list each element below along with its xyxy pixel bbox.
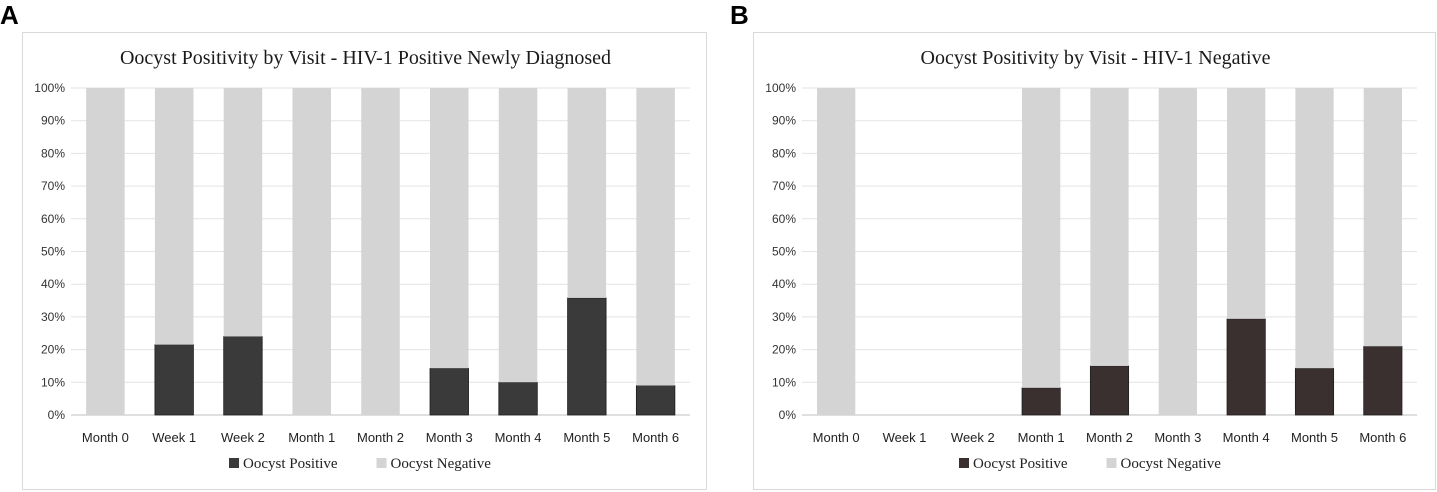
- y-tick-label: 0%: [48, 408, 66, 422]
- x-tick-label: Month 4: [495, 430, 542, 445]
- x-tick-label: Month 6: [1359, 430, 1406, 445]
- y-tick-label: 30%: [772, 310, 796, 324]
- bar-oocyst-positive: [223, 336, 263, 416]
- x-tick-label: Month 0: [813, 430, 860, 445]
- y-tick-label: 20%: [41, 343, 65, 357]
- bar-oocyst-negative: [361, 88, 400, 415]
- bar-oocyst-positive: [1021, 387, 1061, 416]
- y-tick-label: 0%: [779, 408, 797, 422]
- bar-oocyst-negative: [1295, 88, 1334, 369]
- bar-oocyst-negative: [1227, 88, 1266, 319]
- chart-a: Oocyst Positivity by Visit - HIV-1 Posit…: [34, 47, 690, 472]
- y-tick-label: 80%: [772, 146, 796, 160]
- x-tick-label: Month 1: [288, 430, 335, 445]
- x-tick-label: Month 2: [357, 430, 404, 445]
- chart-b: Oocyst Positivity by Visit - HIV-1 Negat…: [765, 47, 1417, 472]
- bar-oocyst-negative: [1090, 88, 1129, 366]
- y-tick-label: 60%: [41, 212, 65, 226]
- legend-label: Oocyst Negative: [1121, 456, 1222, 472]
- y-tick-label: 40%: [41, 277, 65, 291]
- y-tick-label: 10%: [41, 375, 65, 389]
- legend-swatch-positive: [229, 458, 239, 468]
- y-tick-label: 70%: [41, 179, 65, 193]
- x-tick-label: Month 3: [1154, 430, 1201, 445]
- x-tick-label: Month 5: [1291, 430, 1338, 445]
- legend-label: Oocyst Positive: [243, 456, 338, 472]
- bar-oocyst-negative: [154, 88, 194, 345]
- bar-oocyst-negative: [498, 88, 538, 383]
- bar-oocyst-positive: [1226, 318, 1266, 416]
- bar-oocyst-positive: [1363, 345, 1403, 416]
- bar-oocyst-positive: [1294, 367, 1335, 416]
- y-tick-label: 90%: [772, 114, 796, 128]
- bar-oocyst-negative: [223, 88, 263, 337]
- y-tick-label: 70%: [772, 179, 796, 193]
- y-tick-label: 100%: [34, 81, 65, 95]
- bar-oocyst-negative: [292, 88, 331, 415]
- legend-label: Oocyst Positive: [973, 456, 1068, 472]
- x-tick-label: Month 0: [82, 430, 129, 445]
- x-tick-label: Month 4: [1223, 430, 1270, 445]
- y-tick-label: 30%: [41, 310, 65, 324]
- x-tick-label: Month 1: [1018, 430, 1065, 445]
- y-tick-label: 50%: [41, 245, 65, 259]
- chart-panel-b: Oocyst Positivity by Visit - HIV-1 Negat…: [753, 32, 1436, 490]
- panel-label-b: B: [730, 0, 749, 30]
- bar-oocyst-positive: [154, 344, 194, 416]
- x-tick-label: Week 2: [221, 430, 265, 445]
- bar-oocyst-negative: [1022, 88, 1061, 388]
- x-tick-label: Month 3: [426, 430, 473, 445]
- bar-oocyst-positive: [1089, 365, 1130, 416]
- chart-panel-a: Oocyst Positivity by Visit - HIV-1 Posit…: [22, 32, 707, 490]
- y-tick-label: 80%: [41, 146, 65, 160]
- legend-label: Oocyst Negative: [391, 456, 492, 472]
- x-tick-label: Month 2: [1086, 430, 1133, 445]
- bar-oocyst-negative: [817, 88, 856, 415]
- bar-oocyst-negative: [86, 88, 125, 415]
- bar-oocyst-negative: [636, 88, 675, 386]
- legend-swatch-negative: [376, 458, 387, 468]
- y-tick-label: 50%: [772, 245, 796, 259]
- x-tick-label: Month 5: [563, 430, 610, 445]
- y-tick-label: 90%: [41, 114, 65, 128]
- x-tick-label: Week 1: [883, 430, 927, 445]
- bar-oocyst-positive: [635, 385, 676, 416]
- bar-oocyst-positive: [567, 297, 607, 416]
- x-tick-label: Month 6: [632, 430, 679, 445]
- chart-title: Oocyst Positivity by Visit - HIV-1 Negat…: [921, 47, 1271, 69]
- bar-oocyst-positive: [429, 367, 469, 416]
- y-tick-label: 100%: [765, 81, 796, 95]
- y-tick-label: 40%: [772, 277, 796, 291]
- y-tick-label: 60%: [772, 212, 796, 226]
- panel-label-a: A: [0, 0, 19, 30]
- bar-oocyst-negative: [430, 88, 469, 369]
- y-tick-label: 10%: [772, 375, 796, 389]
- bar-oocyst-negative: [1363, 88, 1402, 347]
- y-tick-label: 20%: [772, 343, 796, 357]
- bar-oocyst-negative: [1158, 88, 1197, 415]
- bar-oocyst-negative: [567, 88, 607, 298]
- chart-title: Oocyst Positivity by Visit - HIV-1 Posit…: [120, 47, 611, 69]
- legend-swatch-negative: [1106, 458, 1117, 468]
- bar-oocyst-positive: [498, 381, 538, 416]
- x-tick-label: Week 2: [951, 430, 995, 445]
- legend-swatch-positive: [959, 458, 969, 468]
- x-tick-label: Week 1: [152, 430, 196, 445]
